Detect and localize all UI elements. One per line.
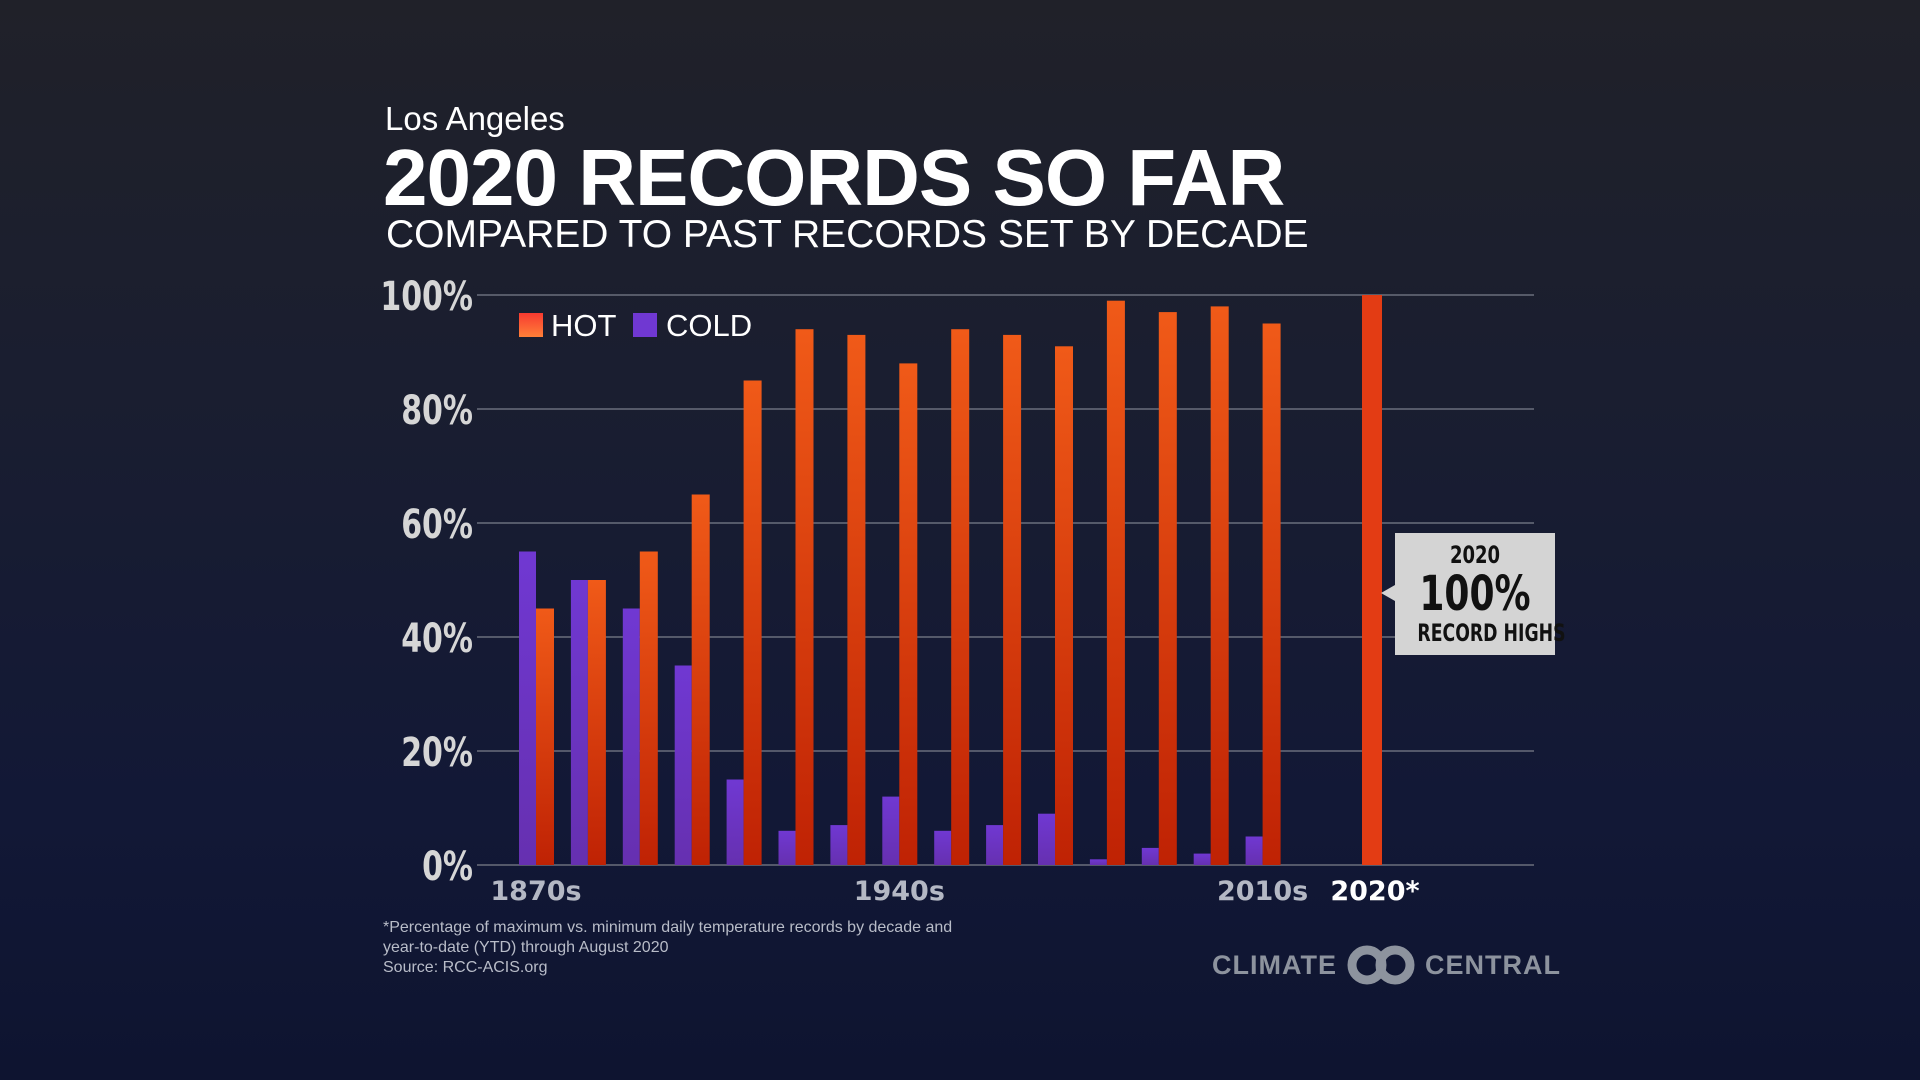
annotation-value: 100% (1419, 566, 1531, 622)
bar-cold-1900s (674, 665, 692, 865)
y-tick-label: 100% (380, 274, 473, 320)
bar-hot-1940s (899, 363, 918, 865)
bar-cold-1950s (934, 830, 952, 865)
bar-hot-1910s (743, 380, 762, 865)
footnote-line-1: *Percentage of maximum vs. minimum daily… (383, 919, 953, 936)
page-subtitle: COMPARED TO PAST RECORDS SET BY DECADE (386, 213, 1309, 256)
bar-cold-1870s (519, 551, 536, 865)
y-tick-label: 20% (401, 730, 473, 776)
bar-hot-2010s (1262, 323, 1281, 865)
bar-hot-1930s (847, 334, 866, 865)
bar-hot-1980s (1106, 300, 1125, 865)
city-label: Los Angeles (385, 100, 565, 137)
x-tick-label: 2010s (1217, 876, 1308, 907)
bar-cold-1980s (1089, 859, 1107, 865)
logo-rings-icon (1347, 945, 1415, 985)
logo-text-right: CENTRAL (1424, 949, 1561, 980)
bar-cold-2000s (1193, 853, 1211, 865)
legend-swatch-hot (519, 313, 543, 337)
bar-cold-1910s (726, 779, 744, 865)
bar-cold-1880s (570, 580, 588, 865)
bar-hot-1890s (639, 551, 658, 865)
annotation-year: 2020 (1449, 541, 1501, 569)
bar-hot-1970s (1055, 346, 1073, 865)
annotation-callout: 2020 100% RECORD HIGHS (1381, 533, 1566, 655)
bar-hot-1920s (795, 329, 814, 865)
x-tick-label: 1940s (854, 876, 945, 907)
climate-central-logo: CLIMATE CENTRAL (1212, 945, 1561, 985)
y-tick-label: 40% (401, 616, 473, 662)
footnote-source: Source: RCC-ACIS.org (383, 959, 548, 976)
bar-cold-1890s (622, 608, 640, 865)
bar-hot-1960s (1003, 334, 1022, 865)
bar-hot-1900s (691, 494, 710, 865)
legend-label-hot: HOT (551, 308, 617, 343)
y-tick-label: 0% (422, 844, 473, 890)
logo-text-left: CLIMATE (1212, 949, 1337, 980)
bar-hot-1880s (587, 580, 606, 865)
bar-hot-1990s (1158, 312, 1177, 866)
bar-cold-1940s (882, 796, 900, 865)
bar-cold-1960s (986, 825, 1004, 865)
annotation-label: RECORD HIGHS (1417, 619, 1566, 647)
x-tick-label: 1870s (490, 876, 581, 907)
legend-label-cold: COLD (666, 308, 752, 343)
y-tick-label: 80% (401, 388, 473, 434)
bar-cold-2010s (1245, 836, 1263, 865)
legend-swatch-cold (633, 313, 657, 337)
bar-cold-1990s (1141, 847, 1159, 865)
bar-cold-1920s (778, 830, 796, 865)
legend: HOT COLD (519, 308, 752, 343)
bar-hot-2000s (1210, 306, 1229, 865)
bar-hot-1870s (536, 608, 554, 865)
y-tick-label: 60% (401, 502, 473, 548)
bar-hot-1950s (951, 329, 970, 865)
bar-cold-1970s (1038, 813, 1055, 865)
bar-hot-2020* (1362, 295, 1382, 865)
footnote-line-2: year-to-date (YTD) through August 2020 (383, 939, 669, 956)
footnote: *Percentage of maximum vs. minimum daily… (383, 918, 952, 978)
bar-cold-1930s (830, 825, 848, 865)
x-tick-label: 2020* (1330, 876, 1419, 907)
page-title: 2020 RECORDS SO FAR (383, 133, 1285, 222)
